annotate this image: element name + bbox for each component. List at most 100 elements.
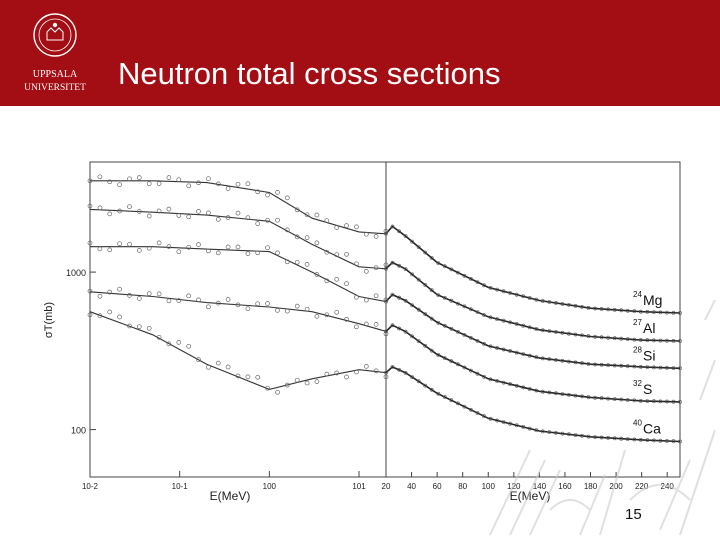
- data-point-left: [344, 374, 349, 380]
- data-point-right: [573, 303, 578, 308]
- data-point-right: [599, 307, 604, 311]
- data-point-right: [410, 303, 415, 308]
- data-point-left: [196, 209, 201, 214]
- data-point-right: [632, 364, 637, 369]
- data-point-left: [166, 244, 172, 249]
- watermark-pattern: [489, 300, 716, 536]
- data-point-right: [671, 310, 676, 315]
- data-point-right: [619, 336, 624, 341]
- data-point-right: [678, 399, 682, 404]
- data-point-right: [534, 297, 539, 302]
- data-point-left: [344, 281, 349, 287]
- data-point-right: [554, 301, 558, 305]
- data-point-right: [488, 285, 493, 290]
- data-point-left: [166, 175, 172, 180]
- data-point-right: [390, 292, 395, 297]
- data-point-left: [196, 180, 201, 186]
- plot-frame: [89, 161, 681, 478]
- data-point-left: [117, 208, 122, 214]
- data-point-left: [215, 250, 221, 256]
- data-point-right: [495, 287, 500, 292]
- data-point-right: [468, 307, 473, 312]
- data-point-right: [455, 270, 460, 275]
- data-point-left: [97, 205, 103, 211]
- data-point-left: [117, 314, 122, 320]
- data-point-left: [354, 224, 359, 230]
- data-point-left: [235, 244, 241, 250]
- slide-title: Neutron total cross sections: [118, 56, 501, 91]
- data-point-left: [166, 206, 172, 212]
- data-point-left: [334, 252, 340, 258]
- series-line-right-24Mg: [385, 225, 681, 314]
- data-point-right: [416, 245, 421, 250]
- data-point-right: [397, 295, 402, 300]
- data-point-right: [554, 391, 558, 396]
- data-point-right: [514, 322, 519, 326]
- data-point-left: [294, 259, 300, 265]
- x-tick-label-right: 180: [584, 482, 598, 491]
- data-point-left: [314, 314, 320, 319]
- data-point-right: [560, 302, 565, 306]
- data-point-right: [586, 395, 591, 400]
- data-point-left: [363, 231, 369, 237]
- data-point-left: [146, 325, 152, 331]
- data-point-left: [146, 213, 152, 219]
- data-point-right: [527, 387, 532, 391]
- data-point-right: [429, 316, 434, 321]
- data-point-right: [638, 364, 643, 369]
- data-point-right: [619, 308, 624, 313]
- data-point-right: [436, 353, 441, 357]
- data-point-left: [265, 245, 270, 251]
- y-tick-label: 100: [71, 426, 86, 436]
- data-point-left: [87, 240, 93, 246]
- data-point-right: [540, 429, 545, 434]
- data-point-right: [482, 313, 486, 317]
- data-point-left: [344, 251, 349, 257]
- data-point-right: [580, 333, 584, 338]
- data-point-right: [416, 277, 421, 282]
- data-point-right: [606, 335, 611, 340]
- data-point-right: [468, 368, 473, 373]
- data-point-left: [127, 293, 132, 298]
- data-point-right: [501, 420, 506, 425]
- data-point-left: [284, 195, 290, 201]
- x-tick-label-right: 120: [507, 482, 521, 491]
- data-point-left: [284, 259, 290, 265]
- data-point-left: [225, 364, 231, 370]
- data-point-right: [586, 334, 591, 339]
- data-point-left: [314, 212, 320, 218]
- data-point-left: [156, 291, 162, 297]
- data-point-left: [146, 291, 152, 296]
- data-point-right: [671, 366, 676, 371]
- data-point-left: [225, 244, 231, 250]
- data-point-right: [540, 356, 545, 361]
- data-point-right: [384, 266, 388, 271]
- data-point-left: [235, 302, 241, 308]
- series-line-left-32S: [89, 291, 387, 332]
- data-point-left: [354, 324, 359, 330]
- data-point-right: [586, 362, 591, 366]
- data-point-right: [612, 363, 617, 368]
- data-point-right: [638, 338, 643, 342]
- data-point-left: [275, 190, 280, 195]
- data-point-left: [373, 293, 379, 299]
- data-point-right: [658, 338, 663, 343]
- data-point-right: [612, 436, 617, 441]
- y-tick-label: 1000: [66, 268, 86, 278]
- data-point-left: [334, 370, 340, 376]
- data-point-left: [255, 301, 261, 307]
- data-point-right: [554, 330, 558, 334]
- data-point-right: [468, 276, 473, 281]
- data-point-right: [599, 396, 604, 401]
- data-point-right: [436, 293, 441, 298]
- data-point-right: [410, 375, 415, 380]
- x-tick-label-right: 140: [533, 482, 547, 491]
- data-point-right: [567, 331, 571, 336]
- data-point-left: [294, 303, 300, 309]
- data-point-left: [265, 217, 270, 223]
- x-tick-label-right: 80: [458, 482, 467, 491]
- data-point-right: [442, 356, 447, 361]
- data-point-left: [127, 241, 132, 247]
- data-point-right: [501, 318, 506, 323]
- data-point-right: [416, 339, 421, 344]
